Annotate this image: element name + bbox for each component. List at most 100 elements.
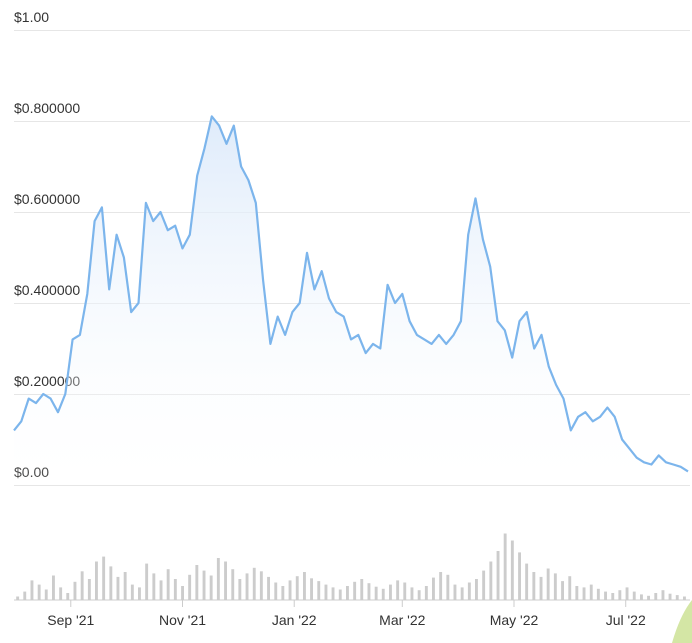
volume-bar: [188, 574, 192, 600]
volume-bar: [439, 572, 443, 600]
volume-bar: [381, 588, 385, 600]
volume-bar: [66, 593, 70, 600]
volume-bar: [475, 579, 478, 600]
volume-bar: [532, 572, 536, 600]
volume-bar: [80, 571, 84, 600]
volume-bar: [338, 589, 342, 600]
volume-bar: [166, 569, 170, 600]
volume-bar: [446, 574, 450, 600]
volume-bar: [130, 584, 134, 600]
x-tick-label: Nov '21: [159, 612, 206, 628]
volume-bar: [37, 584, 41, 600]
volume-bar: [575, 586, 579, 600]
volume-bar: [73, 581, 77, 600]
volume-bar: [102, 556, 106, 600]
x-tick-label: Sep '21: [47, 612, 94, 628]
volume-bar: [611, 593, 615, 600]
volume-bar: [317, 581, 321, 600]
volume-bar: [589, 584, 593, 600]
volume-bar: [654, 593, 658, 600]
price-area-fill: [14, 116, 688, 486]
volume-bar: [231, 569, 235, 600]
volume-bar: [202, 570, 206, 600]
volume-bar: [224, 561, 227, 600]
volume-bar: [389, 584, 392, 600]
y-tick-label: $0.200000: [14, 373, 80, 389]
volume-bar: [95, 561, 98, 600]
volume-bar: [489, 561, 493, 600]
volume-bar: [546, 568, 550, 600]
volume-bar: [396, 580, 400, 600]
volume-bar: [403, 582, 407, 600]
volume-bar: [123, 572, 127, 600]
x-tick-label: Jul '22: [606, 612, 646, 628]
volume-bar: [618, 590, 622, 600]
volume-bar: [604, 591, 607, 600]
volume-bar: [295, 576, 299, 600]
volume-bar: [30, 580, 34, 600]
volume-bar: [252, 567, 256, 600]
volume-bar: [353, 581, 357, 600]
volume-bar: [238, 579, 242, 600]
volume-bar: [152, 573, 156, 600]
volume-bar: [553, 573, 557, 600]
volume-bar: [310, 578, 313, 600]
volume-bar: [668, 593, 672, 600]
volume-bar: [159, 580, 163, 600]
volume-bar: [59, 587, 63, 600]
volume-bar: [331, 587, 335, 600]
volume-bar: [596, 588, 600, 600]
volume-bar: [288, 580, 292, 600]
volume-bar: [582, 587, 586, 600]
volume-bar: [245, 573, 249, 600]
volume-bar: [360, 579, 364, 600]
volume-bar: [482, 570, 486, 600]
y-axis-labels: $0.00$0.200000$0.400000$0.600000$0.80000…: [14, 9, 80, 480]
volume-bar: [683, 596, 686, 600]
price-line[interactable]: [13, 115, 689, 473]
volume-bar: [410, 587, 414, 600]
y-tick-label: $1.00: [14, 9, 49, 25]
volume-bar: [568, 576, 572, 600]
volume-bar: [417, 590, 421, 600]
volume-bar: [52, 575, 55, 600]
volume-bar: [640, 594, 643, 600]
volume-bar: [374, 586, 378, 600]
x-tick-label: May '22: [490, 612, 539, 628]
volume-bar: [510, 540, 514, 600]
y-tick-label: $0.800000: [14, 100, 80, 116]
volume-bar: [424, 586, 428, 600]
volume-bar: [23, 591, 27, 600]
volume-bar: [138, 587, 141, 600]
volume-bar: [346, 586, 349, 600]
volume-bar: [675, 595, 679, 600]
volume-bar: [87, 579, 91, 600]
y-tick-label: $0.600000: [14, 191, 80, 207]
volume-bar: [496, 551, 500, 600]
x-axis-labels: Sep '21 Nov '21 Jan '22 Mar '22 May '22 Jul '…: [47, 600, 646, 628]
volume-bar: [324, 584, 328, 600]
y-tick-label: $0.400000: [14, 282, 80, 298]
volume-bar: [195, 565, 199, 600]
volume-bar: [216, 558, 220, 600]
volume-bar: [503, 533, 507, 600]
volume-bar: [453, 584, 457, 600]
volume-bar: [632, 591, 636, 600]
corner-decoration: [672, 600, 692, 643]
volume-bar: [44, 589, 48, 600]
volume-bar: [209, 575, 213, 600]
volume-bar: [539, 576, 543, 600]
volume-bar: [281, 586, 285, 600]
volume-bar: [460, 587, 464, 600]
volume-bar: [647, 595, 650, 600]
volume-bar: [367, 583, 371, 600]
x-tick-label: Mar '22: [379, 612, 425, 628]
volume-bar: [109, 566, 113, 600]
volume-bar: [467, 582, 471, 600]
volume-bar: [661, 590, 665, 600]
volume-bar: [145, 563, 149, 600]
volume-bar: [625, 587, 629, 600]
volume-bar: [525, 563, 529, 600]
volume-bar: [173, 579, 177, 600]
